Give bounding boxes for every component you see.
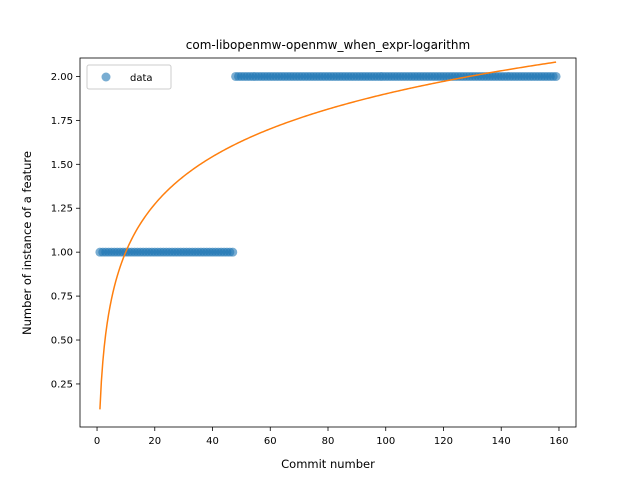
data-point [551,71,561,81]
y-tick-label: 1.50 [51,160,73,171]
fit-line-layer [99,61,557,410]
y-tick-label: 1.75 [51,116,73,127]
x-axis: 0 20 40 60 80 100 120 140 160 [94,427,569,447]
y-axis: 0.25 0.50 0.75 1.00 1.25 1.50 1.75 2.00 [51,72,80,390]
data-point [228,247,238,257]
x-tick-label: 100 [376,436,395,447]
x-tick-label: 40 [206,436,219,447]
x-tick-label: 160 [549,436,568,447]
x-tick-label: 80 [322,436,335,447]
legend-marker-data [101,72,111,82]
x-tick-label: 0 [94,436,100,447]
y-tick-label: 0.50 [51,336,73,347]
y-tick-label: 1.25 [51,204,73,215]
x-axis-label: Commit number [281,457,375,471]
y-tick-label: 2.00 [51,72,73,83]
y-tick-label: 1.00 [51,248,73,259]
legend-label-data: data [130,73,153,84]
legend: data [86,64,172,90]
fit-line [99,61,557,410]
plot-area [80,58,576,427]
x-tick-label: 140 [492,436,511,447]
legend-box [86,64,172,90]
y-axis-label: Number of instance of a feature [20,151,34,335]
x-tick-label: 120 [434,436,453,447]
x-tick-label: 20 [148,436,161,447]
y-tick-label: 0.75 [51,292,73,303]
chart-title: com-libopenmw-openmw_when_expr-logarithm [186,38,470,52]
y-tick-label: 0.25 [51,379,73,390]
x-tick-label: 60 [264,436,277,447]
